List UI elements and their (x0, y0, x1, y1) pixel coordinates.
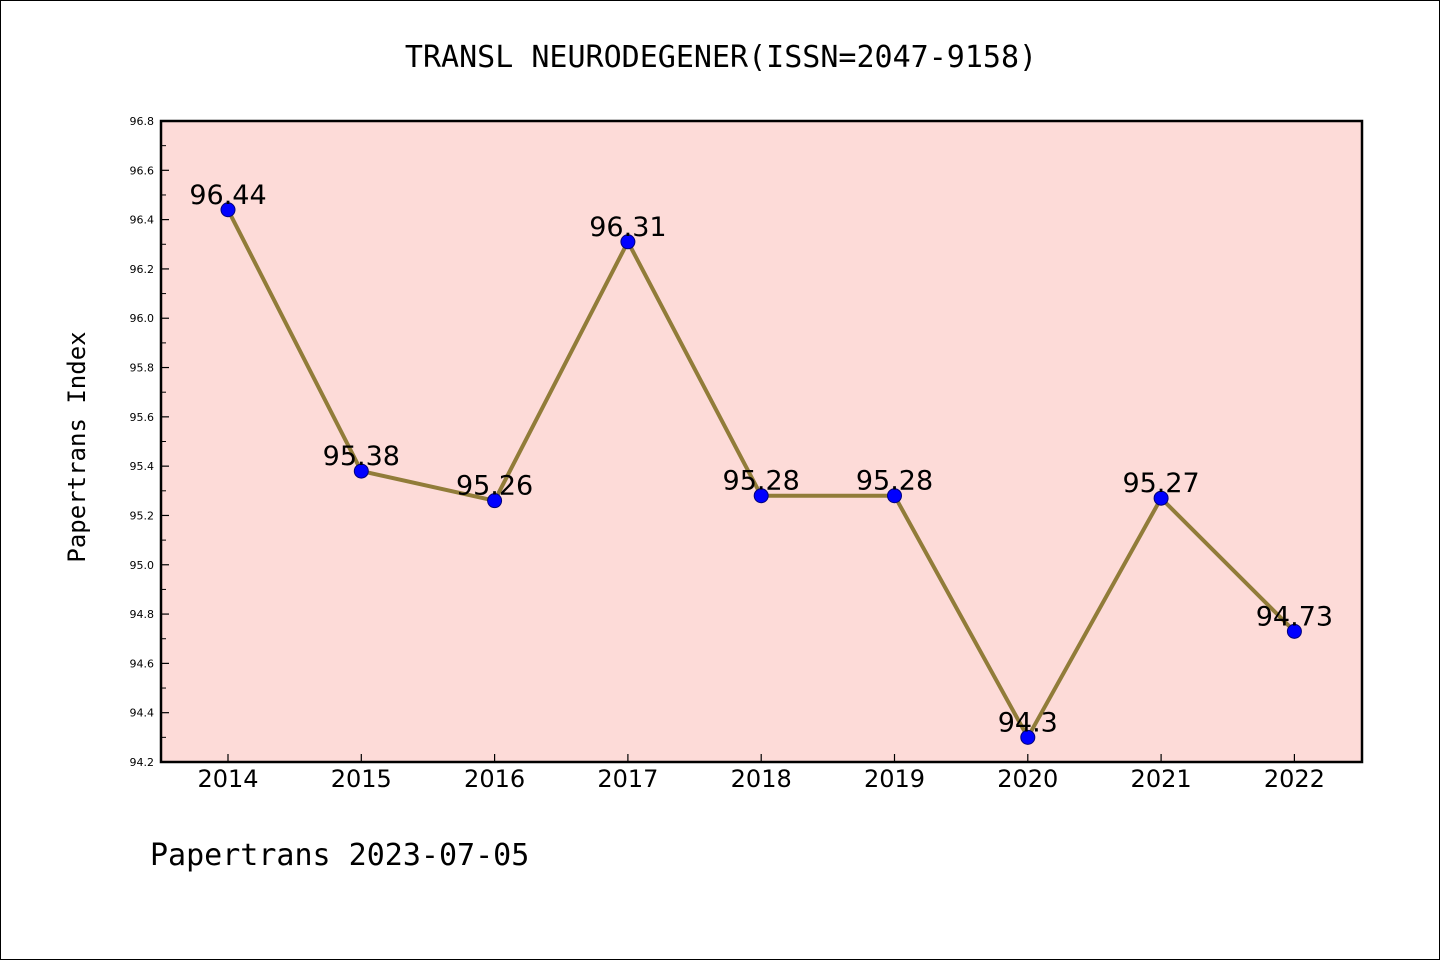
series-group: 96.44 95.38 95.26 96.31 95.28 95.28 94.3 95.27 9… (189, 180, 1333, 745)
data-point (1020, 729, 1036, 745)
chart-title: TRANSL NEURODEGENER(ISSN=2047-9158) (405, 40, 1037, 75)
data-point (487, 493, 503, 509)
x-axis: 2014 2015 2016 2017 2018 2019 2020 2021 2022 (197, 754, 1325, 793)
x-tick-label: 2017 (597, 765, 658, 793)
y-tick-label: 95.6 (130, 411, 155, 424)
y-tick-label: 96.4 (130, 214, 155, 227)
data-point (887, 488, 902, 504)
data-point (753, 488, 769, 504)
y-tick-label: 96.2 (130, 263, 155, 276)
plot-border (159, 119, 1364, 764)
data-point (1153, 490, 1169, 506)
data-label: 95.28 (856, 466, 933, 497)
data-point (620, 234, 636, 250)
y-tick-label: 95.8 (130, 362, 155, 375)
data-label: 95.26 (456, 471, 533, 502)
data-label: 95.28 (723, 466, 800, 497)
y-axis-label: Papertrans Index (63, 331, 91, 562)
y-tick-label: 94.4 (130, 707, 155, 720)
data-label: 94.3 (998, 707, 1058, 738)
data-point (353, 463, 369, 479)
data-label: 95.27 (1122, 468, 1199, 499)
data-label: 94.73 (1256, 601, 1333, 632)
y-tick-label: 94.6 (130, 657, 155, 670)
y-tick-label: 96.8 (130, 115, 155, 128)
y-tick-label: 95.0 (130, 559, 155, 572)
x-tick-label: 2019 (864, 765, 925, 793)
x-tick-label: 2016 (464, 765, 525, 793)
y-tick-label: 96.0 (130, 312, 155, 325)
y-tick-label: 96.6 (130, 164, 155, 177)
data-point (1286, 623, 1302, 639)
data-label: 95.38 (323, 441, 400, 472)
plot-area (161, 121, 1362, 762)
x-tick-label: 2021 (1131, 765, 1192, 793)
y-tick-label: 95.2 (130, 509, 155, 522)
y-axis: 94.2 94.4 94.6 94.8 95.0 95.2 95.4 95.6 95.8 96.0… (130, 115, 169, 769)
x-tick-label: 2022 (1264, 765, 1325, 793)
y-tick-label: 95.4 (130, 460, 155, 473)
x-tick-label: 2014 (197, 765, 258, 793)
data-point (220, 202, 236, 218)
footer-text: Papertrans 2023-07-05 (150, 838, 529, 873)
y-tick-label: 94.8 (130, 608, 155, 621)
x-tick-label: 2018 (731, 765, 792, 793)
x-tick-label: 2020 (997, 765, 1058, 793)
data-label: 96.31 (589, 212, 666, 243)
x-tick-label: 2015 (331, 765, 392, 793)
y-tick-label: 94.2 (130, 756, 155, 769)
data-label: 96.44 (189, 180, 266, 211)
